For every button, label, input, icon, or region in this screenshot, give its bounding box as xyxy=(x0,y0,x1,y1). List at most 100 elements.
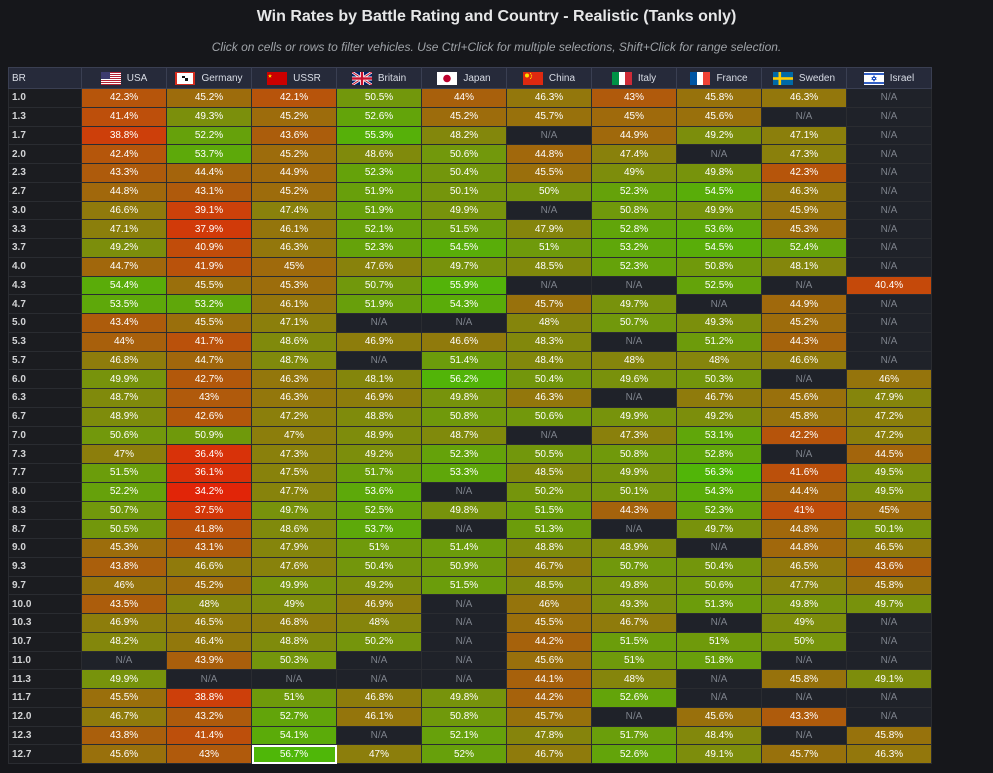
heatmap-cell[interactable]: 50.7% xyxy=(336,275,422,296)
heatmap-cell[interactable]: 48% xyxy=(336,613,422,633)
heatmap-cell[interactable]: 52.4% xyxy=(761,238,847,258)
heatmap-cell[interactable]: 46.3% xyxy=(251,388,337,408)
heatmap-cell[interactable]: 48.2% xyxy=(421,125,507,146)
heatmap-cell-na[interactable]: N/A xyxy=(421,650,507,671)
heatmap-cell[interactable]: 49.9% xyxy=(591,463,677,483)
heatmap-cell[interactable]: 50.6% xyxy=(421,144,507,164)
heatmap-cell[interactable]: 49.2% xyxy=(336,575,422,596)
heatmap-cell[interactable]: 49.2% xyxy=(676,406,762,427)
heatmap-cell[interactable]: 49.9% xyxy=(81,669,167,689)
heatmap-cell[interactable]: 50.7% xyxy=(81,500,167,521)
heatmap-cell[interactable]: 43.3% xyxy=(81,163,167,183)
heatmap-cell[interactable]: 44.7% xyxy=(166,350,252,371)
heatmap-cell[interactable]: 50.6% xyxy=(676,575,762,596)
heatmap-cell-na[interactable]: N/A xyxy=(846,350,932,371)
br-label[interactable]: 6.0 xyxy=(8,369,82,389)
heatmap-cell[interactable]: 46.1% xyxy=(251,219,337,239)
heatmap-cell[interactable]: 52.5% xyxy=(676,275,762,296)
heatmap-cell[interactable]: 43.9% xyxy=(166,650,252,671)
br-label[interactable]: 12.0 xyxy=(8,706,82,727)
heatmap-cell[interactable]: 45.7% xyxy=(506,706,592,727)
heatmap-cell[interactable]: 49.2% xyxy=(336,444,422,464)
heatmap-cell[interactable]: 36.4% xyxy=(166,444,252,464)
br-label[interactable]: 12.3 xyxy=(8,725,82,746)
heatmap-cell[interactable]: 44.9% xyxy=(761,294,847,314)
heatmap-cell-na[interactable]: N/A xyxy=(336,725,422,746)
heatmap-cell[interactable]: 49.6% xyxy=(591,369,677,389)
heatmap-cell[interactable]: 37.9% xyxy=(166,219,252,239)
heatmap-cell[interactable]: 52% xyxy=(421,744,507,764)
table-row[interactable]: 7.7 51.5% 36.1% 47.5% 51.7% 53.3% 48.5% 49.9% 56… xyxy=(8,463,932,483)
heatmap-cell-na[interactable]: N/A xyxy=(421,613,507,633)
heatmap-cell[interactable]: 48.1% xyxy=(336,369,422,389)
heatmap-cell-na[interactable]: N/A xyxy=(846,200,932,221)
br-label[interactable]: 6.3 xyxy=(8,388,82,408)
heatmap-cell[interactable]: 45.3% xyxy=(761,219,847,239)
heatmap-cell-na[interactable]: N/A xyxy=(676,294,762,314)
br-label[interactable]: 7.0 xyxy=(8,425,82,446)
heatmap-cell[interactable]: 52.6% xyxy=(591,744,677,764)
heatmap-cell[interactable]: 46.8% xyxy=(251,613,337,633)
heatmap-cell[interactable]: 48.6% xyxy=(251,519,337,539)
heatmap-cell-na[interactable]: N/A xyxy=(846,613,932,633)
heatmap-cell[interactable]: 51.9% xyxy=(336,294,422,314)
heatmap-cell-na[interactable]: N/A xyxy=(336,650,422,671)
heatmap-cell-na[interactable]: N/A xyxy=(421,313,507,333)
heatmap-cell[interactable]: 45.5% xyxy=(166,275,252,296)
heatmap-cell[interactable]: 44.9% xyxy=(591,125,677,146)
heatmap-cell[interactable]: 47.6% xyxy=(336,256,422,277)
heatmap-cell[interactable]: 54.3% xyxy=(421,294,507,314)
heatmap-cell[interactable]: 46.1% xyxy=(251,294,337,314)
heatmap-cell[interactable]: 47.7% xyxy=(761,575,847,596)
heatmap-cell[interactable]: 48% xyxy=(591,350,677,371)
br-label[interactable]: 8.3 xyxy=(8,500,82,521)
heatmap-cell[interactable]: 51.4% xyxy=(421,538,507,558)
heatmap-cell-na[interactable]: N/A xyxy=(421,669,507,689)
country-header-ussr[interactable]: USSR xyxy=(251,67,337,89)
heatmap-cell[interactable]: 54.5% xyxy=(676,181,762,202)
heatmap-cell[interactable]: 41.8% xyxy=(166,519,252,539)
table-row[interactable]: 3.0 46.6% 39.1% 47.4% 51.9% 49.9% N/A 50.8% 49.9… xyxy=(8,200,932,221)
heatmap-cell[interactable]: 52.3% xyxy=(336,238,422,258)
heatmap-cell-na[interactable]: N/A xyxy=(81,650,167,671)
heatmap-cell[interactable]: 47.1% xyxy=(761,125,847,146)
heatmap-cell[interactable]: 43.6% xyxy=(846,556,932,577)
heatmap-cell[interactable]: 50.3% xyxy=(676,369,762,389)
heatmap-cell[interactable]: 51% xyxy=(336,538,422,558)
table-row[interactable]: 2.3 43.3% 44.4% 44.9% 52.3% 50.4% 45.5% 49% 49.8… xyxy=(8,163,932,183)
heatmap-cell[interactable]: 56.3% xyxy=(676,463,762,483)
table-row[interactable]: 6.3 48.7% 43% 46.3% 46.9% 49.8% 46.3% N/A 46.7% 4… xyxy=(8,388,932,408)
heatmap-cell[interactable]: 47.3% xyxy=(251,444,337,464)
heatmap-cell[interactable]: 52.8% xyxy=(591,219,677,239)
heatmap-cell[interactable]: 45.5% xyxy=(506,163,592,183)
heatmap-cell[interactable]: 46.3% xyxy=(761,181,847,202)
table-row[interactable]: 12.0 46.7% 43.2% 52.7% 46.1% 50.8% 45.7% N/A 45.… xyxy=(8,706,932,727)
heatmap-cell[interactable]: 46% xyxy=(846,369,932,389)
heatmap-cell[interactable]: 53.2% xyxy=(166,294,252,314)
heatmap-cell[interactable]: 44.5% xyxy=(846,444,932,464)
heatmap-cell[interactable]: 45.8% xyxy=(761,406,847,427)
heatmap-cell[interactable]: 49.2% xyxy=(81,238,167,258)
heatmap-cell[interactable]: 52.1% xyxy=(336,219,422,239)
br-label[interactable]: 4.0 xyxy=(8,256,82,277)
heatmap-cell[interactable]: 51.5% xyxy=(591,631,677,652)
heatmap-cell-na[interactable]: N/A xyxy=(846,256,932,277)
br-label[interactable]: 5.3 xyxy=(8,331,82,352)
heatmap-cell[interactable]: 47.4% xyxy=(251,200,337,221)
table-row[interactable]: 10.3 46.9% 46.5% 46.8% 48% N/A 45.5% 46.7% N/A 49… xyxy=(8,613,932,633)
heatmap-cell[interactable]: 46.4% xyxy=(166,631,252,652)
heatmap-cell[interactable]: 50% xyxy=(506,181,592,202)
table-row[interactable]: 10.7 48.2% 46.4% 48.8% 50.2% N/A 44.2% 51.5% 51%… xyxy=(8,631,932,652)
heatmap-cell[interactable]: 44% xyxy=(421,88,507,108)
heatmap-cell-na[interactable]: N/A xyxy=(846,331,932,352)
heatmap-cell[interactable]: 50.1% xyxy=(591,481,677,502)
heatmap-cell-na[interactable]: N/A xyxy=(846,650,932,671)
heatmap-cell[interactable]: 49% xyxy=(761,613,847,633)
heatmap-cell[interactable]: 45.2% xyxy=(761,313,847,333)
table-row[interactable]: 2.7 44.8% 43.1% 45.2% 51.9% 50.1% 50% 52.3% 54.5… xyxy=(8,181,932,202)
heatmap-cell[interactable]: 41.4% xyxy=(166,725,252,746)
br-label[interactable]: 9.3 xyxy=(8,556,82,577)
country-header-germany[interactable]: Germany xyxy=(166,67,252,89)
heatmap-cell[interactable]: 49.7% xyxy=(251,500,337,521)
heatmap-cell[interactable]: 50.1% xyxy=(421,181,507,202)
